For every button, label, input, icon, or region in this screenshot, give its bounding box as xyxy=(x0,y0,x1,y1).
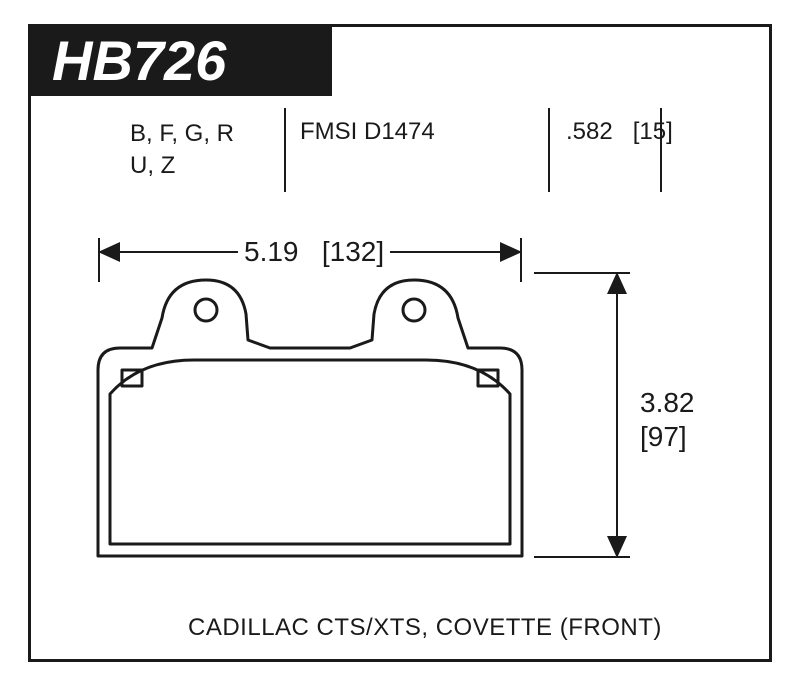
height-arrow-top xyxy=(607,272,627,294)
width-arrow-right xyxy=(500,242,522,262)
height-inches: 3.82 xyxy=(640,386,695,420)
width-mm: [132] xyxy=(322,236,384,267)
height-dim-line xyxy=(616,272,618,558)
part-number: HB726 xyxy=(52,28,226,93)
thickness-mm: [15] xyxy=(633,118,673,145)
application-caption: CADILLAC CTS/XTS, COVETTE (FRONT) xyxy=(188,614,662,642)
info-divider-3 xyxy=(660,108,662,192)
width-inches: 5.19 xyxy=(244,236,299,267)
fmsi-code: FMSI D1474 xyxy=(300,118,435,146)
thickness-inches: .582 xyxy=(566,118,613,145)
width-arrow-left xyxy=(98,242,120,262)
compounds-line2: U, Z xyxy=(130,150,234,182)
compounds-line1: B, F, G, R xyxy=(130,118,234,150)
width-dimension-label: 5.19 [132] xyxy=(238,236,390,268)
brake-pad-outline xyxy=(90,276,530,560)
info-divider-2 xyxy=(548,108,550,192)
compounds-list: B, F, G, R U, Z xyxy=(130,118,234,183)
height-dimension-label: 3.82 [97] xyxy=(640,386,695,453)
info-divider-1 xyxy=(284,108,286,192)
height-arrow-bottom xyxy=(607,536,627,558)
part-number-header: HB726 xyxy=(28,24,332,96)
thickness-dimension: .582 [15] xyxy=(566,118,673,146)
height-mm: [97] xyxy=(640,420,695,454)
